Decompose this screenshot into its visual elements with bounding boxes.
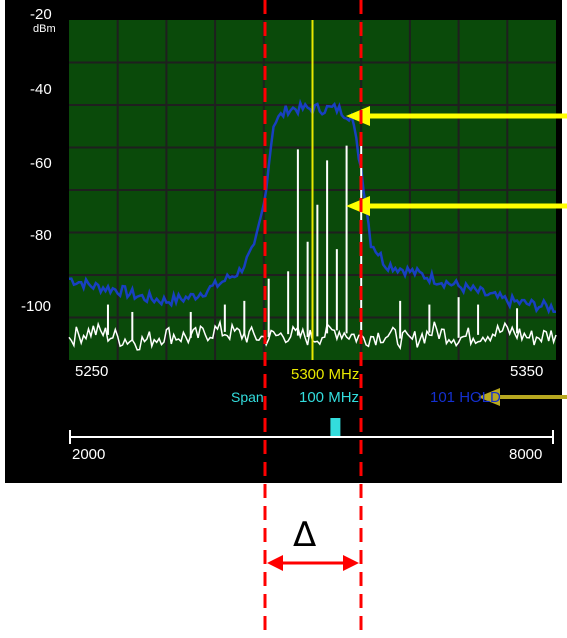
- delta-symbol: Δ: [293, 515, 317, 555]
- range-max-label: 8000: [509, 446, 543, 463]
- range-indicator[interactable]: [330, 418, 341, 436]
- x-end-label: 5350: [510, 363, 544, 380]
- y-tick-label: -80: [30, 227, 52, 244]
- y-axis-unit: dBm: [33, 23, 56, 35]
- range-min-label: 2000: [72, 446, 106, 463]
- range-scale: [69, 430, 554, 444]
- y-tick-label: -100: [21, 298, 52, 315]
- center-frequency-readout: 5300 MHz: [291, 366, 360, 383]
- delta-double-arrow: [267, 555, 359, 571]
- y-tick-label: -40: [30, 81, 52, 98]
- span-value: 100 MHz: [299, 389, 360, 406]
- y-tick-label: -60: [30, 155, 52, 172]
- annotation-arrow-hold: [478, 388, 567, 406]
- mode-readout: 101 HOLD: [430, 389, 501, 406]
- trace-layer: [68, 20, 557, 360]
- annotation-arrow-spikes: [346, 196, 567, 216]
- annotation-arrow-envelope: [346, 106, 567, 126]
- span-label: Span: [231, 389, 264, 405]
- y-tick-label: -20: [30, 6, 52, 23]
- x-start-label: 5250: [75, 363, 109, 380]
